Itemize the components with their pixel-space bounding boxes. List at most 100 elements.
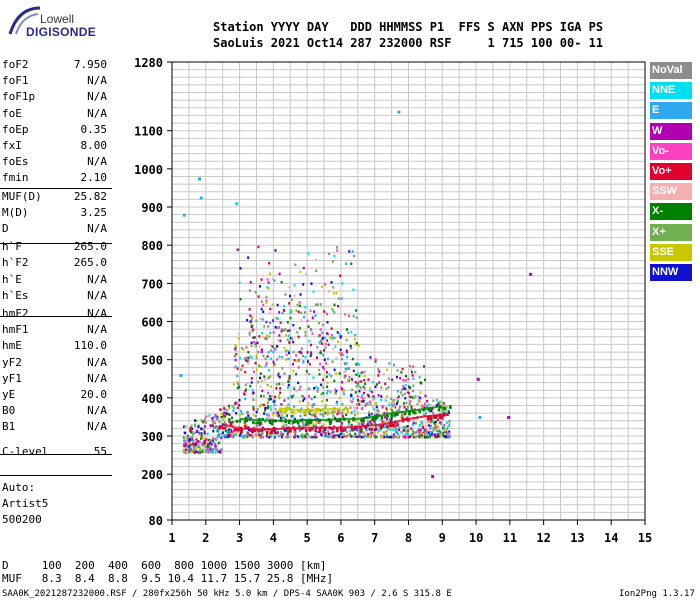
x-tick-label: 7 [371,531,378,545]
chart-axes: 1 2 3 4 5 6 7 8 9 10 11 12 13 14 158020030040050060070… [134,56,652,545]
x-tick-label: 8 [405,531,412,545]
echo-point [412,377,415,380]
echo-point [260,300,263,303]
echo-point [279,391,282,394]
echo-point [432,411,434,415]
echo-point [343,392,345,396]
echo-point [216,448,218,451]
echo-point [419,428,422,432]
echo-point [244,397,247,401]
echo-point [184,431,187,435]
echo-point [265,413,268,416]
echo-point [203,442,206,445]
echo-point [340,297,343,300]
echo-point [363,374,366,378]
outlier-point [198,177,202,181]
echo-point [277,339,280,342]
echo-point [273,346,276,350]
echo-point [278,311,281,314]
trace-point [327,411,331,415]
echo-point [273,403,276,407]
echo-point [235,412,238,415]
echo-point [217,450,220,453]
trace-point [386,414,389,418]
echo-point [213,442,216,445]
echo-point [404,384,407,387]
echo-point [187,447,190,451]
echo-point [384,399,387,402]
header-values: SaoLuis 2021 Oct14 287 232000 RSF 1 715 … [213,36,604,50]
echo-point [444,434,447,438]
echo-point [269,272,271,275]
param-name: foE [2,106,22,120]
echo-point [257,350,260,354]
trace-point [338,419,342,423]
echo-point [418,376,421,379]
echo-point [424,405,427,409]
echo-point [251,324,254,327]
echo-point [219,408,222,411]
echo-point [287,350,290,353]
echo-point [236,431,239,434]
echo-point [223,421,226,424]
echo-point [431,432,433,436]
echo-point [380,435,383,439]
trace-point [287,421,291,425]
echo-point [360,430,363,434]
x-tick-label: 12 [536,531,550,545]
echo-point [392,435,395,439]
echo-point [315,258,317,262]
separator [0,475,112,476]
echo-point [423,402,426,406]
echo-point [395,435,398,439]
echo-point [245,346,248,349]
echo-point [315,420,318,423]
trace-point [304,429,308,432]
trace-point [448,405,452,409]
echo-point [290,298,293,301]
trace-point [340,428,343,432]
echo-point [354,342,357,345]
echo-point [382,431,385,434]
echo-point [197,444,200,448]
trace-point [236,428,240,432]
echo-point [426,400,429,403]
echo-point [358,390,361,393]
echo-point [428,424,431,427]
echo-point [395,375,398,379]
echo-point [195,419,198,422]
echo-point [292,370,295,373]
echo-point [302,424,305,428]
echo-point [407,435,410,439]
scatter-points [182,245,451,454]
echo-point [320,393,323,396]
echo-point [228,404,231,408]
echo-point [272,413,274,416]
echo-point [346,434,349,437]
param-name: foEp [2,122,29,136]
echo-point [309,436,312,439]
echo-point [283,425,286,428]
param-value: 0.35 [80,122,108,136]
echo-point [390,410,393,413]
echo-point [374,413,377,416]
separator [0,316,112,317]
trace-point [396,412,399,416]
echo-point [205,448,208,452]
echo-point [185,451,188,454]
echo-point [368,413,371,417]
echo-point [200,427,203,431]
echo-point [393,363,395,367]
echo-point [367,433,370,436]
echo-point [387,435,390,439]
echo-point [207,443,209,446]
echo-point [260,394,262,398]
echo-point [348,376,351,379]
trace-point [362,419,365,423]
echo-point [276,434,279,438]
echo-point [210,443,213,446]
echo-point [346,379,349,382]
trace-point [229,422,233,426]
echo-point [333,427,336,430]
echo-point [384,382,387,386]
